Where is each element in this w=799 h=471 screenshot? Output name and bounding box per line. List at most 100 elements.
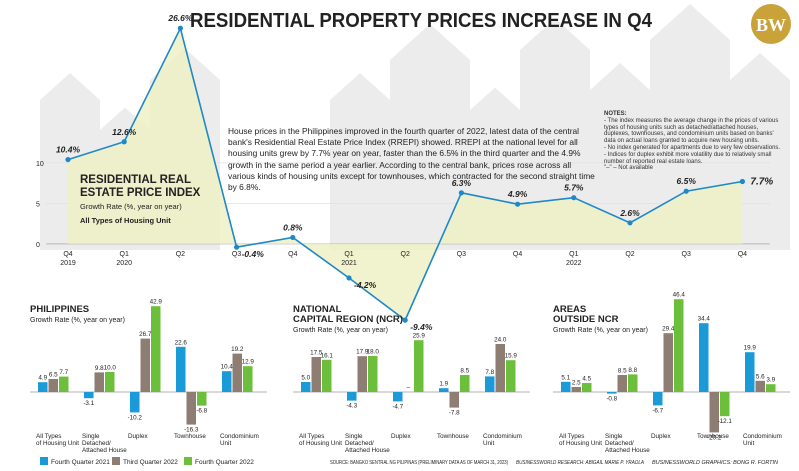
category-label: Attached House [605,447,650,454]
bar [311,357,321,392]
bar [48,379,58,392]
value-label: 42.9 [150,299,163,306]
value-label: 8.5 [460,368,469,375]
value-label: – [406,384,410,391]
category-label: Attached House [82,447,127,454]
category-label: All Types [36,433,61,440]
value-label: -3.1 [83,400,94,407]
x-tick-label: Q3 [682,251,691,258]
bar [653,392,663,406]
note: - No index generated for apartments due … [604,144,781,151]
marker [627,220,633,226]
value-label: 6.5% [677,176,697,186]
value-label: 7.8 [485,369,494,376]
bar [232,353,242,392]
value-label: 6.3% [452,178,472,188]
marker [515,201,521,207]
bar [393,392,403,402]
category-label: Detached/ [82,440,111,447]
value-label: -7.8 [449,410,460,417]
y-tick-label: 0 [36,242,40,249]
page-title: RESIDENTIAL PROPERTY PRICES INCREASE IN … [190,10,653,32]
value-label: -6.7 [652,407,663,414]
value-label: 16.1 [321,352,334,359]
value-label: 17.5 [310,350,323,357]
bar [59,376,69,392]
value-label: 5.7% [564,183,584,193]
panel-subtitle: Growth Rate (%, year on year) [553,327,648,334]
notes-heading: NOTES: [604,111,627,117]
x-tick-label: Q4 [288,251,297,258]
marker [571,195,577,201]
legend-label: Fourth Quarter 2021 [51,459,110,466]
value-label: 26.6% [167,13,193,23]
bar [674,299,684,392]
marker [458,190,464,196]
bar [301,382,311,392]
category-label: Townhouse [697,433,729,440]
bar [186,392,196,425]
category-label: All Types [299,433,324,440]
marker [346,275,352,281]
y-tick-label: 5 [36,201,40,208]
category-label: Condominium [220,433,259,440]
notes: NOTES: - The index measures the average … [604,111,782,172]
value-label: 6.5 [49,372,58,379]
marker [65,156,71,163]
x-tick-label: Q2 [401,251,410,258]
legend-swatch [184,457,192,465]
x-tick-label: Q1 [344,251,353,258]
value-label: -4.7 [392,403,403,410]
chart-title: ESTATE PRICE INDEX [80,187,201,199]
value-label: 7.7 [59,369,68,376]
bar [485,376,495,392]
value-label: 2.6% [619,208,640,218]
bar [243,366,253,392]
category-label: Duplex [651,433,671,440]
value-label: -0.4% [242,249,265,259]
bar [628,374,638,392]
marker [177,25,183,31]
value-label: 24.0 [494,337,507,344]
footer-graphics: BUSINESSWORLD GRAPHICS: BONG R. FORTIN [652,460,778,466]
bar [617,375,627,392]
value-label: -10.2 [128,414,143,421]
value-label: 17.9 [356,349,369,356]
bar [449,392,459,408]
category-label: Duplex [128,433,148,440]
category-label: Unit [743,440,754,447]
value-label: 0.8% [283,222,303,232]
bar [38,382,48,392]
bar [766,384,776,392]
house-shape [730,53,790,250]
marker [234,244,240,250]
bar [130,392,140,413]
bar [709,392,719,433]
value-label: -6.8 [196,408,207,415]
bar [755,380,765,392]
value-label: 18.0 [367,349,380,356]
x-tick-label: Q2 [625,251,634,258]
bar [94,372,104,392]
house-shape [390,24,470,250]
bar [84,392,94,399]
category-label: of Housing Unit [299,440,342,447]
value-label: 10.4% [56,145,81,155]
bar [176,346,186,392]
x-tick-label: Q3 [232,251,241,258]
value-label: 19.9 [744,345,757,352]
bar [151,306,161,392]
x-tick-label: Q3 [457,251,466,258]
x-tick-label: Q4 [738,251,747,258]
category-label: Condominium [483,433,522,440]
category-label: Single [605,433,623,440]
category-label: Condominium [743,433,782,440]
bar [582,383,592,392]
note: "–" – Not available [604,165,653,172]
x-tick-label: Q4 [63,251,72,258]
value-label: -16.3 [184,427,199,434]
value-label: -9.4% [410,322,433,332]
value-label: 7.7% [750,176,773,187]
value-label: 29.4 [662,326,675,333]
